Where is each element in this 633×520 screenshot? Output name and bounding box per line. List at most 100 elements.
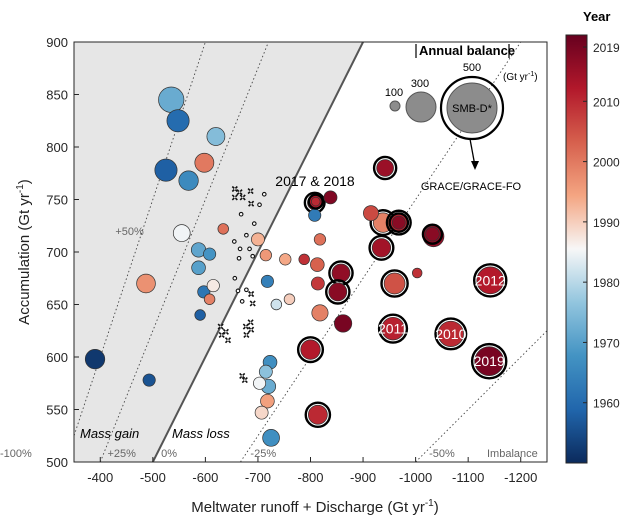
data-point-47 xyxy=(368,234,395,261)
data-point-40 xyxy=(307,193,324,210)
data-point-circle xyxy=(391,215,406,230)
data-point-ring xyxy=(325,279,351,305)
data-point-circle xyxy=(474,346,505,377)
data-point-circle xyxy=(411,267,423,279)
small-marker-16 xyxy=(232,275,238,281)
data-point-6 xyxy=(172,224,191,242)
x-tick-label-4: -800 xyxy=(297,470,323,485)
data-point-31 xyxy=(308,208,322,222)
small-markers xyxy=(217,185,267,384)
small-marker-4 xyxy=(247,188,254,195)
legend-circle-300 xyxy=(405,91,437,123)
cbar-tick-label-2: 1980 xyxy=(593,276,620,290)
data-point-0 xyxy=(158,86,185,113)
data-point-label: 2011 xyxy=(378,321,408,337)
data-point-9 xyxy=(142,373,156,387)
balance-label-4: -50% xyxy=(429,448,455,460)
data-point-circle xyxy=(194,309,206,321)
small-marker-22 xyxy=(247,319,254,326)
data-point-34 xyxy=(310,257,325,272)
data-point-37 xyxy=(304,401,332,429)
data-point-30 xyxy=(262,429,280,447)
legend-arrow-head xyxy=(471,161,479,170)
data-point-18 xyxy=(251,232,265,247)
small-marker-19 xyxy=(239,299,245,304)
small-marker-12 xyxy=(250,253,256,259)
small-marker-17 xyxy=(235,288,241,294)
small-marker-31 xyxy=(241,377,248,384)
data-point-54 xyxy=(334,314,353,333)
data-point-circle xyxy=(383,272,406,295)
data-point-ring xyxy=(377,313,409,344)
data-point-20 xyxy=(260,274,274,288)
balance-line-2 xyxy=(151,42,364,462)
data-point-ring xyxy=(304,401,332,429)
data-point-2 xyxy=(206,127,226,146)
y-tick-label-6: 800 xyxy=(46,140,68,155)
cbar-tick-label-4: 2000 xyxy=(593,156,620,170)
data-point-56: 2010 xyxy=(434,317,468,351)
data-point-52 xyxy=(421,223,444,245)
x-axis-label: Meltwater runoff + Discharge (Gt yr-1) xyxy=(191,498,438,516)
legend-unit: (Gt yr-1) xyxy=(503,71,538,83)
small-marker-13 xyxy=(237,246,243,252)
mass-loss-label: Mass loss xyxy=(172,426,230,441)
x-tick-label-5: -900 xyxy=(350,470,376,485)
legend-circle-100 xyxy=(389,100,401,112)
y-tick-label-4: 700 xyxy=(46,245,68,260)
data-point-28 xyxy=(260,393,275,409)
small-marker-26 xyxy=(217,323,224,330)
data-point-36 xyxy=(311,304,329,322)
cbar-tick-label-6: 2019 xyxy=(593,41,620,55)
balance-label-7: Imbalance xyxy=(487,448,538,460)
small-marker-1 xyxy=(231,194,238,201)
data-point-49 xyxy=(325,279,351,305)
data-point-circle xyxy=(206,127,226,146)
data-point-circle xyxy=(254,405,269,420)
data-point-circle xyxy=(252,376,267,390)
data-point-circle xyxy=(158,86,185,113)
small-marker-20 xyxy=(248,290,255,298)
data-point-circle xyxy=(203,247,217,261)
data-point-11 xyxy=(203,247,217,261)
data-point-46 xyxy=(388,212,410,233)
data-point-circle xyxy=(251,232,265,247)
data-point-42 xyxy=(372,155,398,181)
data-point-57: 2012 xyxy=(472,263,508,298)
data-bubbles: 2019 2012 2010 2011 xyxy=(84,86,508,447)
data-point-circle xyxy=(172,224,191,242)
data-point-12 xyxy=(191,260,206,276)
data-point-circle xyxy=(258,364,273,379)
small-marker-2 xyxy=(236,189,243,196)
mass-gain-region xyxy=(74,42,364,462)
x-tick-label-1: -500 xyxy=(140,470,166,485)
data-point-22 xyxy=(270,298,283,311)
x-tick-label-7: -1100 xyxy=(452,470,484,485)
y-axis-ticks: 500 550 600 650 700 750 800 850 900 xyxy=(46,35,79,470)
data-point-5 xyxy=(178,170,199,191)
data-point-circle xyxy=(311,196,321,207)
data-point-circle xyxy=(328,282,348,302)
data-point-circle xyxy=(260,393,275,409)
data-point-4 xyxy=(194,152,215,173)
small-marker-28 xyxy=(222,328,229,335)
balance-label-1: +25% xyxy=(107,448,136,460)
small-marker-6 xyxy=(261,191,267,197)
small-marker-8 xyxy=(251,221,257,226)
data-point-circle xyxy=(279,253,292,266)
data-point-ring xyxy=(380,269,409,298)
x-tick-label-6: -1000 xyxy=(399,470,432,485)
data-point-ring xyxy=(368,234,395,261)
y-axis-label: Accumulation (Gt yr-1) xyxy=(15,179,33,325)
data-point-ring xyxy=(472,263,508,298)
x-tick-label-3: -700 xyxy=(245,470,271,485)
data-point-3 xyxy=(154,158,178,182)
data-point-ring xyxy=(385,209,412,236)
small-marker-0 xyxy=(231,185,238,193)
x-tick-label-2: -600 xyxy=(192,470,218,485)
y-tick-label-5: 750 xyxy=(46,193,68,208)
small-marker-18 xyxy=(244,287,249,293)
data-point-circle xyxy=(476,266,505,295)
data-point-8 xyxy=(84,348,106,370)
small-marker-21 xyxy=(249,300,256,307)
